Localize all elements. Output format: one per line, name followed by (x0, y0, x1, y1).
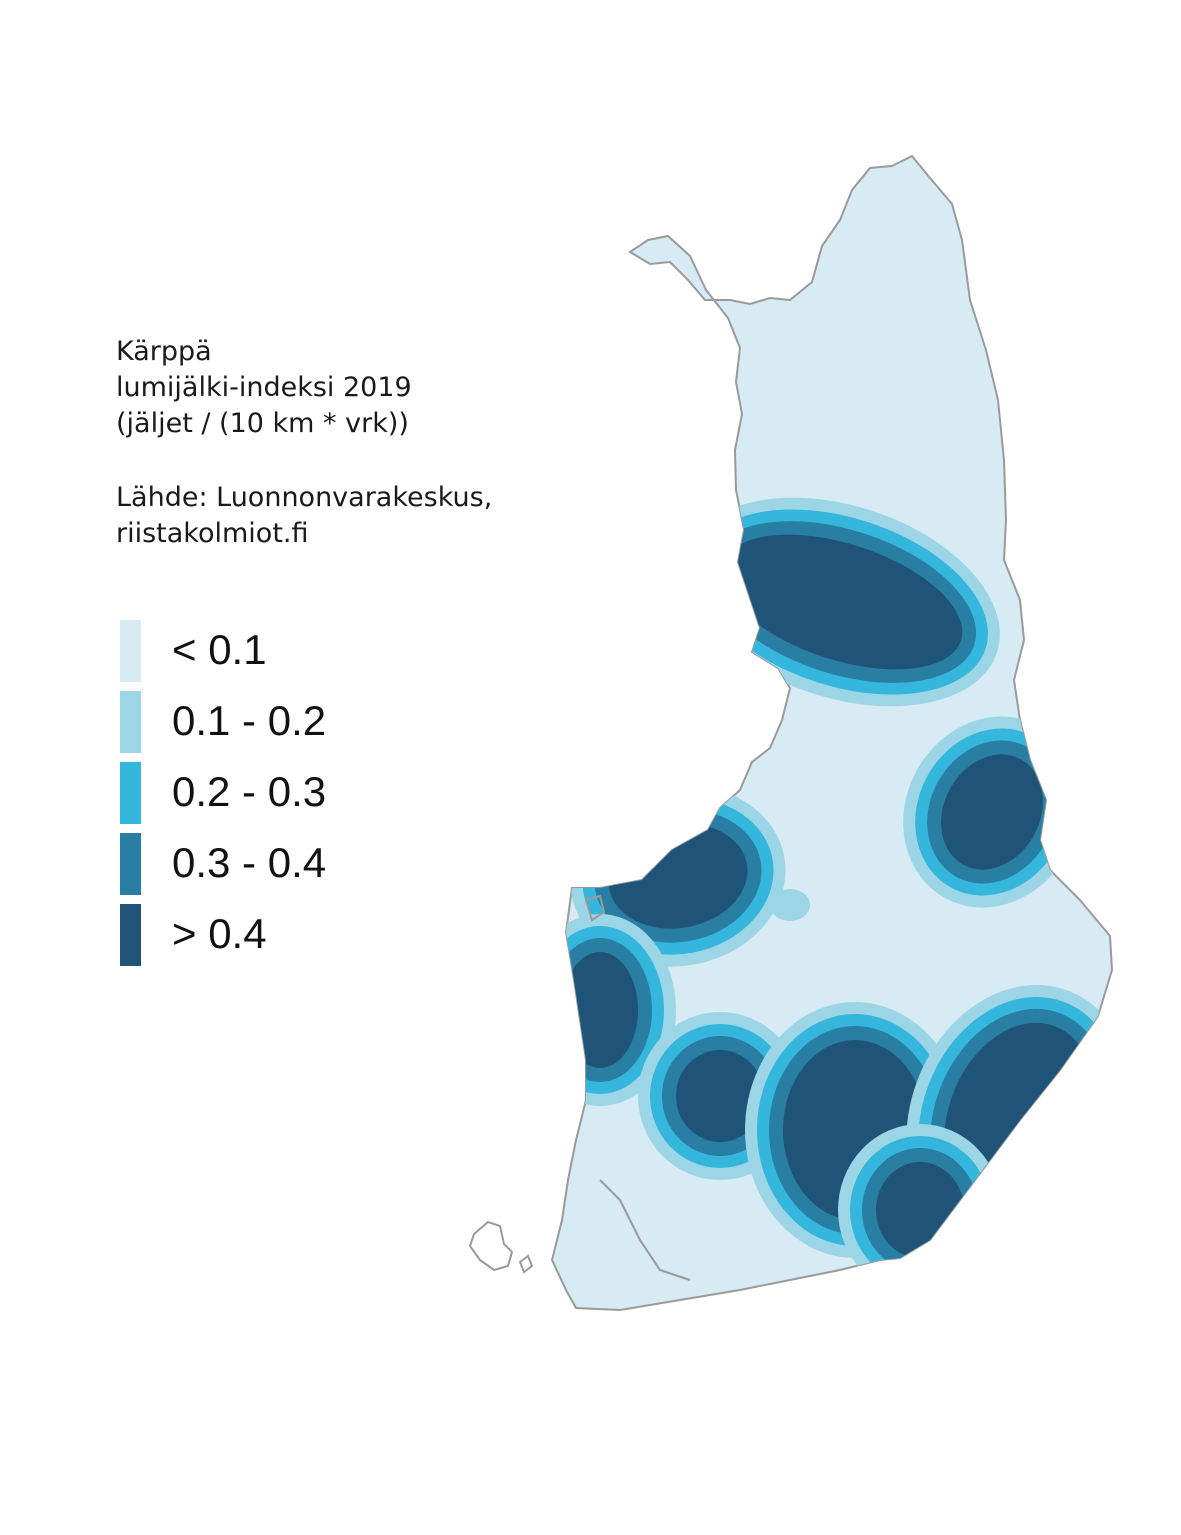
legend-label-3: 0.2 - 0.3 (172, 768, 327, 815)
density-zone-8-level-4 (876, 1162, 964, 1258)
legend-item-4: 0.3 - 0.4 (120, 833, 420, 895)
legend-item-1: < 0.1 (120, 620, 420, 682)
legend-swatch-1 (120, 620, 141, 682)
legend-swatch-4 (120, 833, 141, 895)
legend-swatch-2 (120, 691, 141, 753)
legend-item-3: 0.2 - 0.3 (120, 762, 420, 824)
density-zone-2-level-4 (941, 754, 1043, 870)
legend-label-1: < 0.1 (172, 626, 267, 673)
legend-label-4: 0.3 - 0.4 (172, 839, 327, 886)
legend-item-5: > 0.4 (120, 904, 420, 966)
density-zone-9-level-1 (770, 889, 810, 921)
density-zone-4-level-4 (562, 952, 638, 1068)
legend-label-5: > 0.4 (172, 910, 267, 957)
legend-item-2: 0.1 - 0.2 (120, 691, 420, 753)
legend-swatch-5 (120, 904, 141, 966)
legend-swatch-3 (120, 762, 141, 824)
unit-label: (jäljet / (10 km * vrk)) (116, 408, 409, 439)
source-line-1: Lähde: Luonnonvarakeskus, (116, 482, 493, 513)
species-name: Kärppä (116, 336, 212, 367)
source-line-2: riistakolmiot.fi (116, 518, 309, 549)
index-name: lumijälki-indeksi 2019 (116, 372, 412, 403)
legend-label-2: 0.1 - 0.2 (172, 697, 327, 744)
archipelago-outline (468, 894, 691, 1281)
density-zone-1-level-4 (721, 534, 963, 670)
map-title-block: Kärppä lumijälki-indeksi 2019 (jäljet / … (116, 334, 492, 552)
density-zone-5-level-4 (676, 1050, 764, 1142)
